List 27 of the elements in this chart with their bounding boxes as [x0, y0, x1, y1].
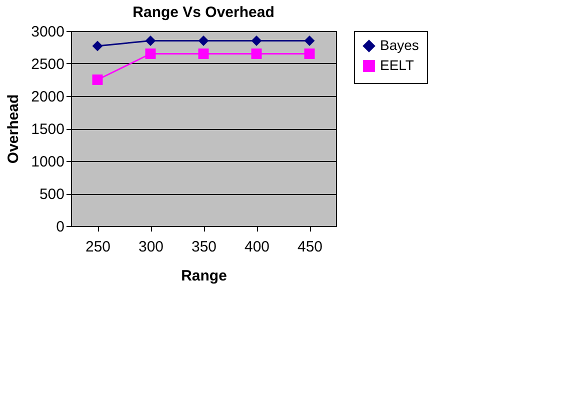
point — [145, 48, 156, 59]
x-tick-label: 350 — [191, 238, 217, 256]
y-tick-label: 1000 — [31, 154, 64, 170]
point — [304, 48, 315, 59]
y-axis-title: Overhead — [5, 94, 22, 164]
y-tick-label: 2500 — [31, 56, 64, 73]
y-tick-label: 3000 — [31, 24, 64, 40]
x-tick-label: 450 — [297, 238, 323, 256]
chart-title: Range Vs Overhead — [132, 4, 274, 21]
y-tick-label: 2000 — [31, 88, 64, 106]
y-tick-label: 500 — [39, 186, 64, 203]
legend-label: EELT — [380, 57, 414, 73]
x-tick-label: 300 — [138, 238, 164, 256]
point — [145, 36, 156, 46]
point — [251, 48, 262, 59]
point — [251, 36, 262, 46]
x-tick-label: 250 — [85, 238, 111, 256]
y-tick-label: 0 — [56, 218, 64, 236]
x-axis-title: Range — [181, 268, 227, 284]
point — [198, 36, 209, 46]
x-tick-label: 400 — [244, 238, 270, 256]
legend-label: Bayes — [380, 37, 419, 53]
y-tick-label: 1500 — [31, 121, 64, 138]
point — [304, 36, 315, 46]
point — [92, 40, 103, 52]
point — [198, 48, 209, 59]
point — [92, 74, 103, 85]
